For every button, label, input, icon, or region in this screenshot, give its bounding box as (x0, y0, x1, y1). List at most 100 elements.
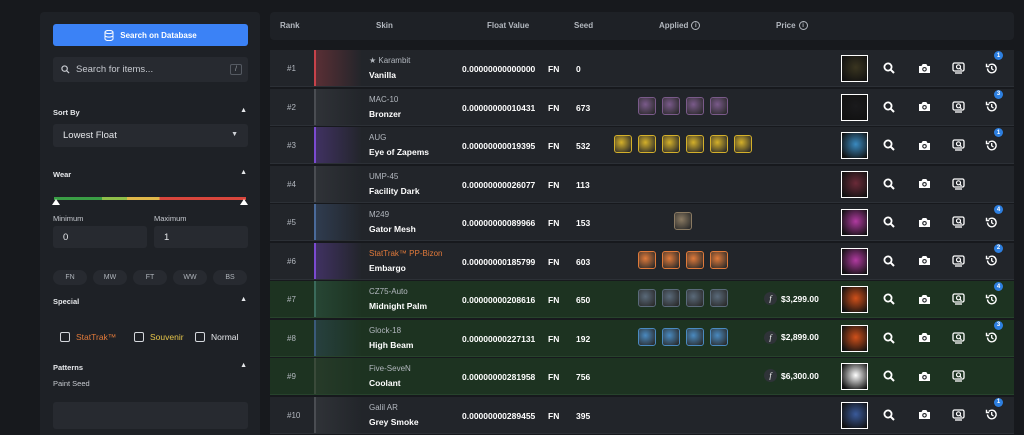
search-icon[interactable] (880, 59, 898, 77)
inspect-icon[interactable] (949, 252, 967, 270)
info-icon[interactable]: i (798, 21, 808, 30)
skin-thumbnail[interactable] (841, 55, 868, 82)
stattrak-checkbox[interactable]: StatTrak™ (60, 332, 116, 342)
wear-mw-button[interactable]: MW (93, 270, 127, 285)
history-icon[interactable]: 1 (982, 397, 1003, 424)
min-wear-input[interactable]: 0 (53, 226, 147, 248)
screenshot-icon[interactable] (915, 136, 933, 154)
table-row[interactable]: #9 Five-SeveN Coolant 0.00000000281958 FN 756… (270, 358, 1014, 395)
sticker-icon[interactable] (662, 96, 680, 115)
skin-thumbnail[interactable] (841, 170, 868, 198)
search-icon[interactable] (880, 213, 898, 231)
wear-ft-button[interactable]: FT (133, 270, 167, 285)
screenshot-icon[interactable] (915, 252, 933, 270)
skin-thumbnail[interactable] (841, 286, 868, 313)
table-row[interactable]: #5 M249 Gator Mesh 0.00000000089966 FN 153 4 (270, 204, 1014, 241)
history-icon[interactable]: 2 (982, 243, 1003, 270)
paint-seed-input[interactable] (53, 402, 248, 429)
sticker-icon[interactable] (710, 250, 728, 269)
sort-select[interactable]: Lowest Float ▼ (53, 124, 248, 147)
normal-checkbox[interactable]: Normal (195, 332, 238, 342)
sticker-icon[interactable] (614, 135, 632, 153)
wear-fn-button[interactable]: FN (53, 270, 87, 285)
table-row[interactable]: #7 CZ75-Auto Midnight Palm 0.00000000208616… (270, 281, 1014, 318)
history-icon[interactable]: 1 (982, 128, 1003, 154)
patterns-collapse-icon[interactable]: ▲ (240, 362, 247, 369)
sticker-icon[interactable] (674, 212, 692, 230)
inspect-icon[interactable] (949, 329, 967, 347)
inspect-icon[interactable] (949, 98, 967, 116)
sort-collapse-icon[interactable]: ▲ (240, 107, 247, 114)
sticker-icon[interactable] (734, 135, 752, 153)
history-icon[interactable]: 1 (982, 51, 1003, 77)
search-input[interactable]: Search for items... / (53, 57, 248, 82)
search-icon[interactable] (880, 406, 898, 424)
skin-thumbnail[interactable] (841, 93, 868, 121)
wear-range-bar[interactable] (54, 197, 246, 200)
table-row[interactable]: #3 AUG Eye of Zapems 0.00000000019395 FN 532 1 (270, 127, 1014, 164)
sticker-icon[interactable] (710, 96, 728, 115)
souvenir-checkbox[interactable]: Souvenir (134, 332, 184, 342)
sticker-icon[interactable] (662, 289, 680, 307)
screenshot-icon[interactable] (915, 367, 933, 385)
sticker-icon[interactable] (710, 135, 728, 153)
wear-ww-button[interactable]: WW (173, 270, 207, 285)
table-row[interactable]: #2 MAC-10 Bronzer 0.00000000010431 FN 673 3 (270, 88, 1014, 126)
inspect-icon[interactable] (949, 59, 967, 77)
search-icon[interactable] (880, 175, 898, 193)
search-database-button[interactable]: Search on Database (53, 24, 248, 46)
max-wear-input[interactable]: 1 (154, 226, 248, 248)
history-icon[interactable]: 4 (982, 282, 1003, 308)
inspect-icon[interactable] (949, 406, 967, 424)
screenshot-icon[interactable] (915, 406, 933, 424)
sticker-icon[interactable] (686, 327, 704, 346)
info-icon[interactable]: i (691, 21, 701, 30)
sticker-icon[interactable] (662, 250, 680, 269)
skin-thumbnail[interactable] (841, 363, 868, 390)
sticker-icon[interactable] (638, 250, 656, 269)
sticker-icon[interactable] (686, 250, 704, 269)
inspect-icon[interactable] (949, 367, 967, 385)
sticker-icon[interactable] (686, 135, 704, 153)
inspect-icon[interactable] (949, 290, 967, 308)
search-icon[interactable] (880, 367, 898, 385)
wear-bs-button[interactable]: BS (213, 270, 247, 285)
search-icon[interactable] (880, 290, 898, 308)
screenshot-icon[interactable] (915, 290, 933, 308)
search-icon[interactable] (880, 329, 898, 347)
history-icon[interactable]: 4 (982, 205, 1003, 231)
inspect-icon[interactable] (949, 175, 967, 193)
skin-thumbnail[interactable] (841, 324, 868, 352)
search-icon[interactable] (880, 98, 898, 116)
table-row[interactable]: #10 Galil AR Grey Smoke 0.00000000289455 FN 3… (270, 396, 1014, 434)
skin-thumbnail[interactable] (841, 132, 868, 159)
special-collapse-icon[interactable]: ▲ (240, 296, 247, 303)
sticker-icon[interactable] (710, 289, 728, 307)
sticker-icon[interactable] (710, 327, 728, 346)
inspect-icon[interactable] (949, 136, 967, 154)
sticker-icon[interactable] (638, 327, 656, 346)
screenshot-icon[interactable] (915, 98, 933, 116)
sticker-icon[interactable] (686, 289, 704, 307)
screenshot-icon[interactable] (915, 213, 933, 231)
search-icon[interactable] (880, 252, 898, 270)
sticker-icon[interactable] (662, 327, 680, 346)
table-row[interactable]: #8 Glock-18 High Beam 0.00000000227131 FN 192… (270, 319, 1014, 357)
table-row[interactable]: #1 ★ Karambit Vanilla 0.00000000000000 FN 0 1 (270, 50, 1014, 87)
screenshot-icon[interactable] (915, 59, 933, 77)
search-icon[interactable] (880, 136, 898, 154)
wear-min-handle[interactable] (52, 199, 60, 205)
wear-max-handle[interactable] (240, 199, 248, 205)
screenshot-icon[interactable] (915, 175, 933, 193)
sticker-icon[interactable] (638, 289, 656, 307)
history-icon[interactable]: 3 (982, 89, 1003, 116)
wear-collapse-icon[interactable]: ▲ (240, 169, 247, 176)
screenshot-icon[interactable] (915, 329, 933, 347)
sticker-icon[interactable] (638, 96, 656, 115)
table-row[interactable]: #6 StatTrak™ PP-Bizon Embargo 0.00000000185… (270, 242, 1014, 280)
inspect-icon[interactable] (949, 213, 967, 231)
skin-thumbnail[interactable] (841, 209, 868, 236)
history-icon[interactable]: 3 (982, 320, 1003, 347)
table-row[interactable]: #4 UMP-45 Facility Dark 0.00000000026077 FN 1… (270, 165, 1014, 203)
sticker-icon[interactable] (662, 135, 680, 153)
